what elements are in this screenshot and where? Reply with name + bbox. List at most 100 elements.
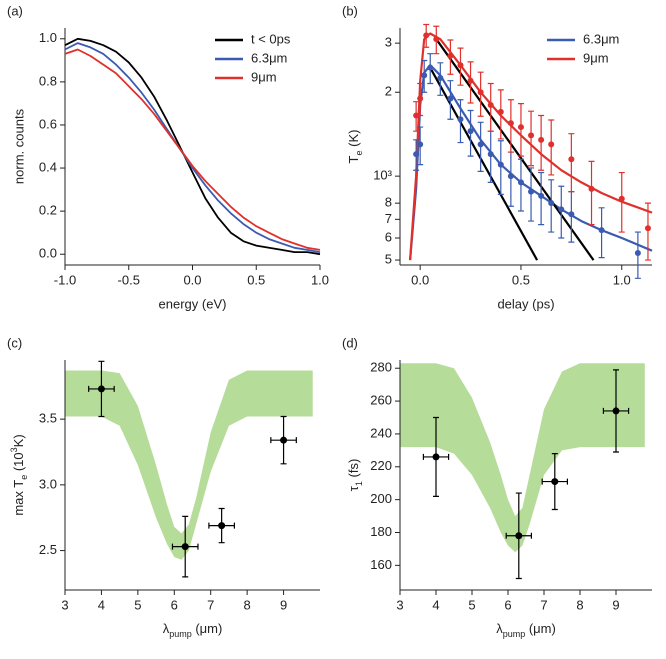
data-point (644, 225, 651, 232)
y-tick-label: 0.8 (39, 73, 57, 88)
data-point (618, 195, 625, 202)
x-tick-label: -1.0 (54, 272, 76, 287)
y-tick-label: 180 (370, 524, 392, 539)
x-tick-label: 0.0 (183, 272, 201, 287)
x-tick-label: 7 (207, 597, 214, 612)
data-point (417, 141, 424, 148)
error-bar-y (618, 171, 625, 233)
data-point (538, 136, 545, 143)
y-tick-label: 1.0 (39, 30, 57, 45)
x-tick-label: 6 (171, 597, 178, 612)
data-point (218, 522, 226, 530)
data-point (413, 112, 420, 119)
y-tick-label: 2 (385, 84, 392, 99)
x-tick-label: 9 (612, 597, 619, 612)
x-tick-label: 4 (432, 597, 439, 612)
data-point (280, 436, 288, 444)
x-tick-label: 6 (504, 597, 511, 612)
band (400, 363, 645, 553)
x-axis-label: energy (eV) (159, 296, 227, 311)
y-axis-label-part: (10 (11, 452, 26, 474)
y-tick-label: 200 (370, 491, 392, 506)
data-point (517, 124, 524, 131)
y-tick-label: 0.0 (39, 246, 57, 261)
legend-label: 6.3μm (251, 50, 287, 65)
data-point (181, 543, 189, 551)
series-line (64, 48, 321, 251)
x-tick-label: 0.5 (247, 272, 265, 287)
legend-label: 9μm (251, 69, 277, 84)
y-tick-label: 280 (370, 360, 392, 375)
x-tick-label: -0.5 (118, 272, 140, 287)
data-point (538, 192, 545, 199)
error-bar-y (568, 133, 575, 193)
y-tick-label: 2.5 (39, 542, 57, 557)
x-axis-label: delay (ps) (497, 296, 554, 311)
data-point (413, 151, 420, 158)
y-tick-label: 3.5 (39, 411, 57, 426)
data-point (507, 173, 514, 180)
y-axis-label-part: max T (11, 480, 26, 516)
data-point (634, 250, 641, 257)
data-point (417, 95, 424, 102)
data-point (528, 188, 535, 195)
data-point (437, 74, 444, 81)
data-point (515, 532, 523, 540)
y-axis-label: norm. counts (11, 108, 26, 184)
x-axis-label-part: λ (496, 621, 503, 636)
data-point (558, 206, 565, 213)
data-point (568, 211, 575, 218)
series-line (64, 42, 321, 253)
x-axis-label-part: pump (503, 629, 526, 639)
data-point (427, 64, 434, 71)
y-tick-label: 3.0 (39, 476, 57, 491)
band (65, 370, 313, 560)
data-point (497, 161, 504, 168)
x-axis-label-part: pump (169, 629, 192, 639)
error-bar-y (528, 110, 535, 167)
x-tick-label: 1.0 (613, 272, 631, 287)
data-point (423, 32, 430, 39)
data-point (457, 116, 464, 123)
y-axis-label-part: (fs) (346, 459, 361, 481)
data-point (477, 89, 484, 96)
y-tick-label: 220 (370, 458, 392, 473)
x-axis-label: λpump (μm) (496, 621, 556, 639)
y-tick-label: 240 (370, 425, 392, 440)
x-tick-label: 4 (98, 597, 105, 612)
x-tick-label: 0.0 (411, 272, 429, 287)
x-tick-label: 5 (134, 597, 141, 612)
y-axis-label-part: 1 (354, 481, 364, 486)
fit-line (435, 38, 595, 261)
legend-label: 9μm (583, 50, 609, 65)
x-tick-label: 9 (280, 597, 287, 612)
data-point (548, 141, 555, 148)
x-tick-label: 3 (396, 597, 403, 612)
x-axis-label-part: λ (163, 621, 170, 636)
error-bar-y (548, 119, 555, 176)
legend-label: 6.3μm (583, 31, 619, 46)
y-axis-label: max Te (103K) (9, 434, 29, 515)
data-point (457, 62, 464, 69)
panel-label: (b) (342, 3, 358, 18)
y-axis-label: τ1 (fs) (346, 459, 364, 492)
x-axis-label-part: (μm) (525, 621, 556, 636)
x-tick-label: 7 (540, 597, 547, 612)
data-point (447, 52, 454, 59)
y-axis-label: Te (K) (346, 130, 364, 164)
series-line (64, 37, 321, 256)
data-point (548, 200, 555, 207)
legend-label: t < 0ps (251, 31, 291, 46)
data-point (487, 151, 494, 158)
x-tick-label: 5 (468, 597, 475, 612)
data-point (421, 72, 428, 79)
data-point (487, 101, 494, 108)
x-tick-label: 1.0 (311, 272, 329, 287)
y-tick-label: 0.2 (39, 203, 57, 218)
data-point (528, 132, 535, 139)
y-axis-label-part: e (19, 475, 29, 480)
panel-label: (a) (7, 3, 23, 18)
data-point (97, 385, 105, 393)
data-point (477, 141, 484, 148)
